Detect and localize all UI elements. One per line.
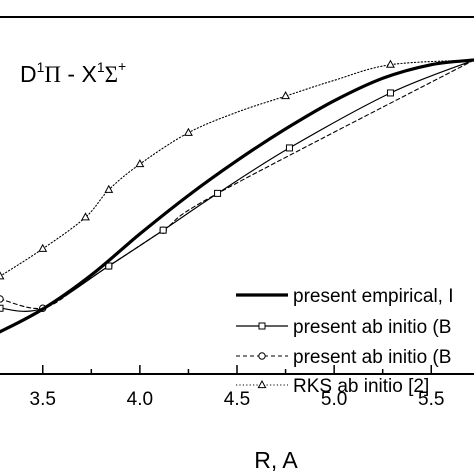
series-line-3	[0, 59, 474, 310]
x-tick-label: 3.5	[30, 389, 56, 410]
x-tick-label: 4.5	[224, 389, 250, 410]
legend-label-1: present empirical, I	[293, 286, 454, 307]
series-4-marker	[386, 59, 395, 68]
series-4-marker	[81, 212, 90, 221]
series-4-marker	[183, 127, 193, 136]
x-tick-label: 5.5	[418, 389, 444, 410]
series-line-4	[0, 59, 474, 277]
series-layer	[0, 58, 474, 334]
legend-label-4: RKS ab initio [2]	[293, 376, 429, 397]
legend: present empirical, I present ab initio (B…	[236, 286, 454, 397]
x-axis-label: R, A	[254, 447, 298, 473]
legend-marker-3	[258, 352, 266, 360]
legend-marker-4	[257, 379, 267, 389]
chart-title-text: D1Π - X1Σ+	[20, 58, 126, 87]
series-2-marker	[214, 189, 222, 197]
series-4-marker	[104, 184, 114, 193]
series-2-marker	[0, 304, 4, 312]
series-2-marker	[386, 89, 394, 97]
x-tick-label: 4.0	[127, 389, 153, 410]
series-4-marker	[281, 91, 291, 100]
tick-layer: 3.5 4.0 4.5 5.0 5.5	[30, 365, 444, 410]
series-3-marker	[0, 295, 4, 303]
series-line-2	[0, 59, 474, 312]
chart-title: D1Π - X1Σ+	[20, 58, 126, 87]
legend-label-2: present ab initio (B	[293, 317, 451, 338]
series-4-marker	[0, 271, 5, 280]
legend-marker-2	[258, 322, 266, 330]
series-2-marker	[159, 226, 167, 234]
x-tick-label: 5.0	[321, 389, 347, 410]
series-2-marker	[285, 144, 293, 152]
series-2-marker	[105, 262, 113, 270]
series-line-1	[0, 58, 474, 334]
series-4-marker	[135, 159, 145, 168]
series-4-marker	[38, 243, 48, 252]
legend-label-3: present ab initio (B	[293, 347, 451, 368]
